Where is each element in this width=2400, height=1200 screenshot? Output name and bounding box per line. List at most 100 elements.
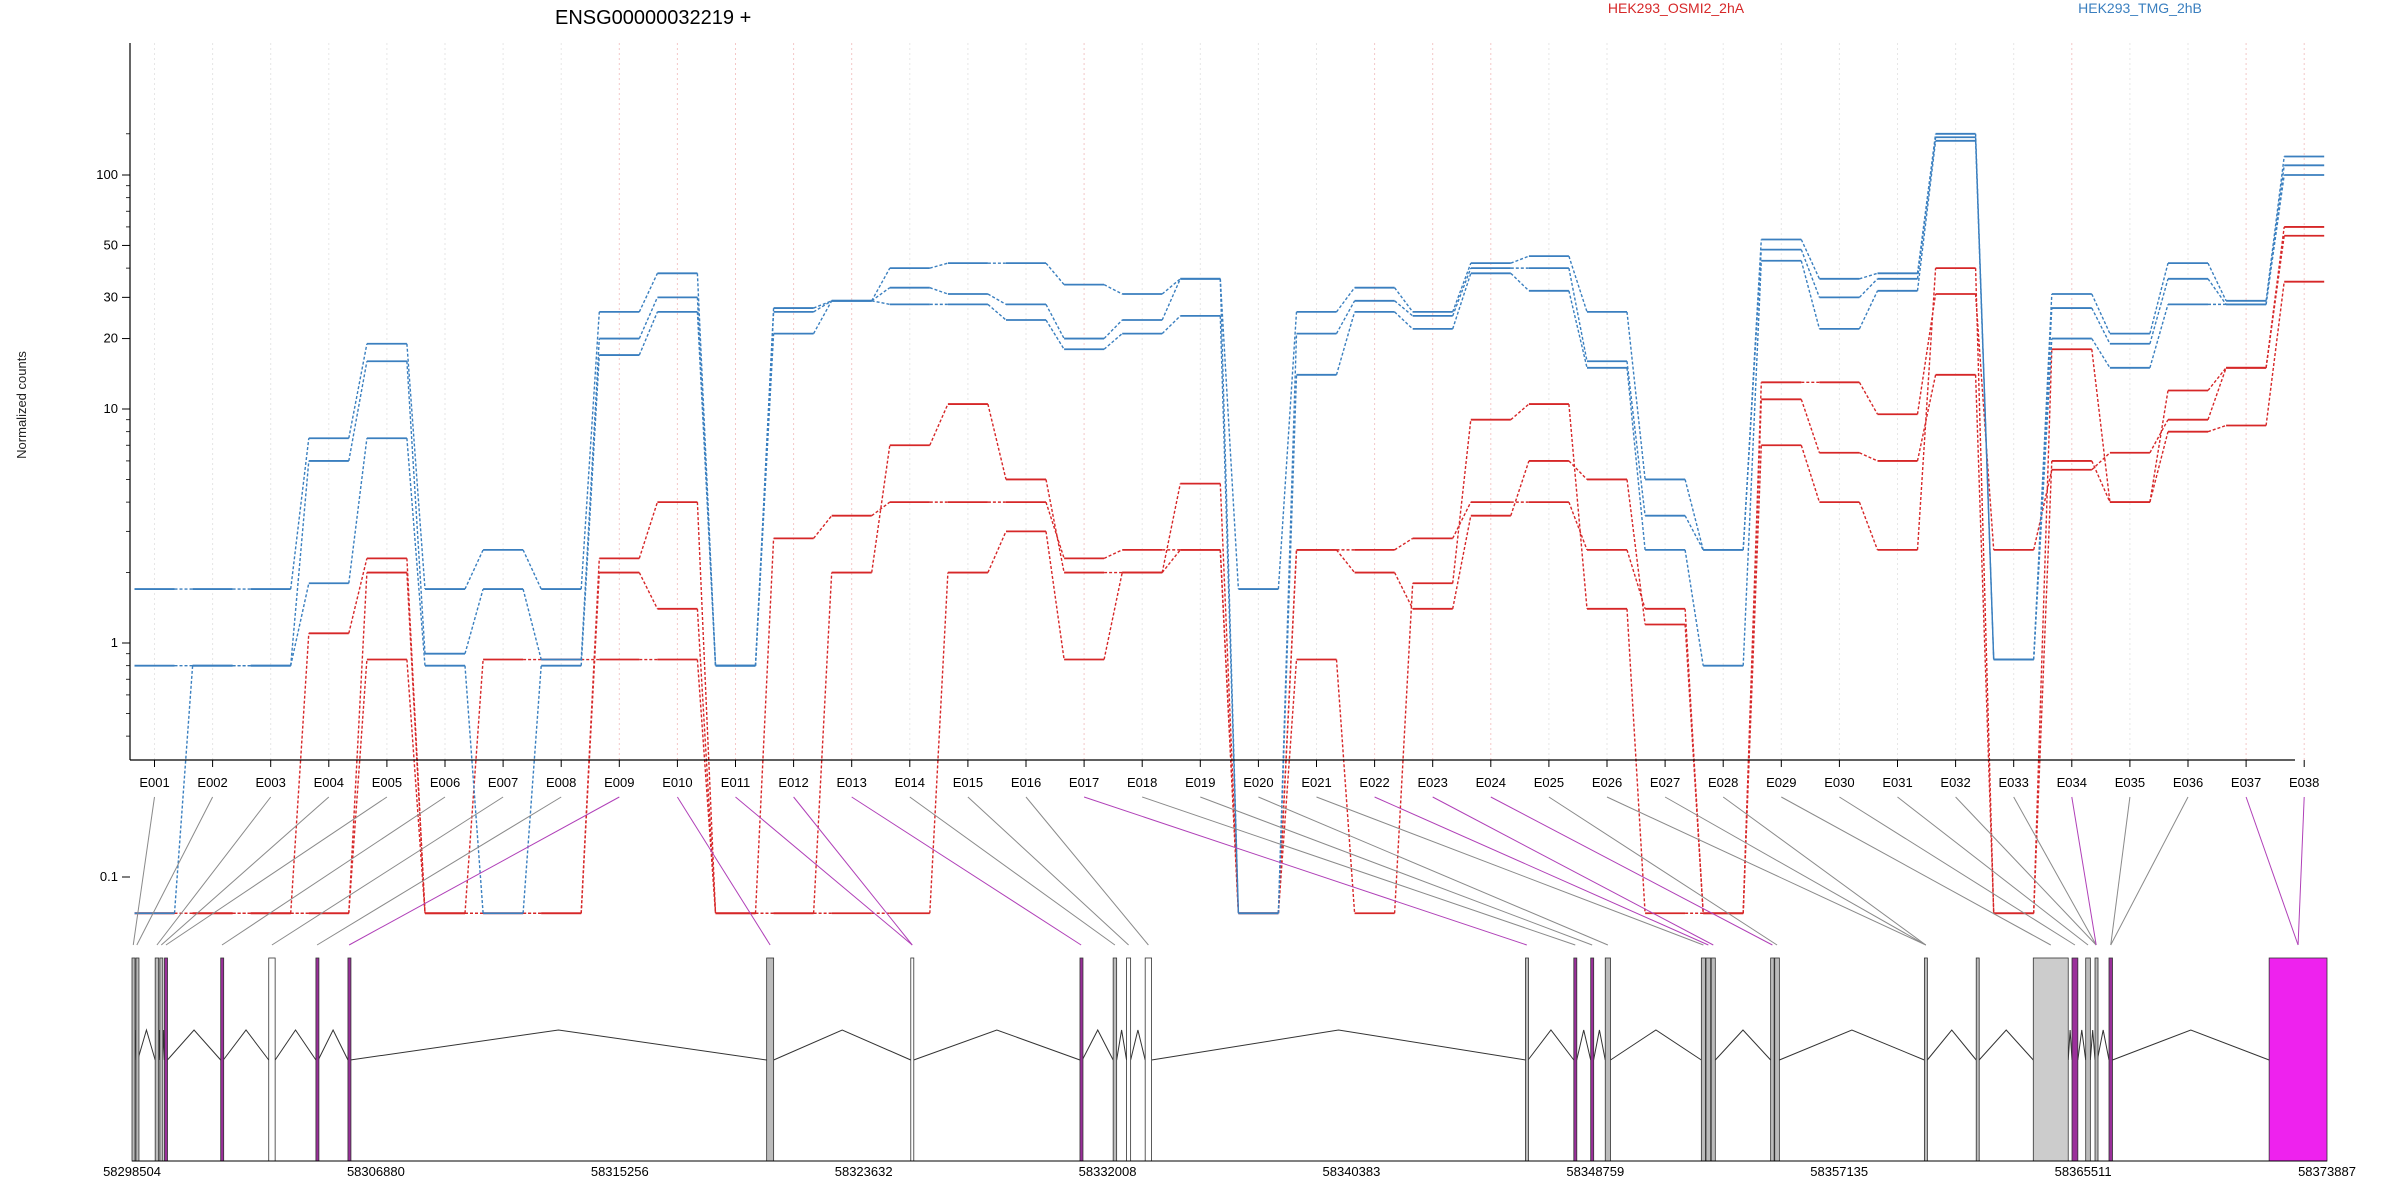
x-tick-label: E006 xyxy=(430,775,460,790)
x-tick-label: E005 xyxy=(372,775,402,790)
exon-block xyxy=(154,957,160,1162)
intron-line xyxy=(2096,1029,2110,1061)
exon-connector xyxy=(909,796,1116,946)
y-tick-label: 10 xyxy=(104,401,118,416)
exon-block xyxy=(1126,957,1132,1162)
series-connector xyxy=(174,268,2285,914)
exon-block xyxy=(268,957,276,1162)
intron-line xyxy=(773,1029,911,1061)
exon-connector xyxy=(221,796,446,946)
exon-block xyxy=(1770,957,1775,1162)
exon-connector xyxy=(1142,796,1576,946)
x-tick-label: E022 xyxy=(1359,775,1389,790)
intron-line xyxy=(2077,1029,2087,1061)
exon-block xyxy=(347,957,352,1162)
intron-line xyxy=(1527,1029,1575,1061)
exon-connector xyxy=(1432,796,1714,946)
exon-connector xyxy=(1722,796,1927,946)
coordinate-label: 58298504 xyxy=(103,1164,161,1179)
series-segment xyxy=(134,139,2325,915)
exon-block xyxy=(2032,957,2069,1162)
exon-block xyxy=(910,957,915,1162)
x-tick-label: E010 xyxy=(662,775,692,790)
series-connector xyxy=(174,137,2285,914)
exon-connector xyxy=(1083,796,1527,946)
x-tick-label: E035 xyxy=(2115,775,2145,790)
series-line xyxy=(134,267,2325,915)
exon-connector xyxy=(1548,796,1778,946)
intron-line xyxy=(1714,1029,1772,1061)
exon-connector xyxy=(2071,796,2097,946)
series-line xyxy=(134,226,2325,915)
coordinate-label: 58373887 xyxy=(2298,1164,2356,1179)
x-ticks: E001 E002 E003 E004 E005 E006 E007 E008 E009 E010… xyxy=(139,760,2319,790)
axis-layer xyxy=(129,43,2295,761)
exon-connector xyxy=(1374,796,1709,946)
exon-connector-lines xyxy=(132,796,2305,946)
intron-line xyxy=(1116,1029,1128,1061)
coordinate-label: 58315256 xyxy=(591,1164,649,1179)
exon-connector xyxy=(1897,796,2089,946)
exon-connector xyxy=(793,796,913,946)
intron-line xyxy=(167,1029,222,1061)
series-connector xyxy=(174,235,2285,914)
x-tick-label: E025 xyxy=(1534,775,1564,790)
exon-connector xyxy=(2110,796,2189,946)
exon-block xyxy=(1700,957,1706,1162)
x-tick-label: E038 xyxy=(2289,775,2319,790)
x-tick-label: E002 xyxy=(197,775,227,790)
x-tick-label: E001 xyxy=(139,775,169,790)
exon-block xyxy=(1525,957,1529,1162)
exon-connector xyxy=(1955,796,2097,946)
exon-connector xyxy=(1258,796,1609,946)
y-tick-label: 50 xyxy=(104,237,118,252)
intron-line xyxy=(1926,1029,1977,1061)
exon-connector xyxy=(1781,796,2051,946)
x-tick-label: E033 xyxy=(1999,775,2029,790)
x-tick-label: E023 xyxy=(1418,775,1448,790)
exon-connector xyxy=(2013,796,2097,946)
exon-block xyxy=(220,957,225,1162)
coordinate-label: 58365511 xyxy=(2055,1164,2112,1179)
x-tick-label: E015 xyxy=(953,775,983,790)
x-tick-label: E031 xyxy=(1882,775,1912,790)
exon-block xyxy=(2268,957,2328,1162)
intron-line xyxy=(317,1028,349,1061)
exon-block xyxy=(1079,957,1084,1162)
x-tick-label: E028 xyxy=(1708,775,1738,790)
exon-block xyxy=(2108,957,2113,1162)
legend-group-2: HEK293_TMG_2hB xyxy=(2078,0,2202,16)
intron-line xyxy=(137,1028,156,1061)
x-tick-label: E034 xyxy=(2057,775,2087,790)
intron-line xyxy=(1151,1029,1526,1061)
intron-line xyxy=(1610,1029,1702,1061)
exon-connector xyxy=(2297,796,2305,946)
exon-block xyxy=(766,957,775,1162)
x-tick-label: E004 xyxy=(314,775,344,790)
x-tick-label: E007 xyxy=(488,775,518,790)
series-line xyxy=(134,136,2325,915)
chart-title: ENSG00000032219 + xyxy=(555,7,751,29)
exon-block xyxy=(159,957,164,1162)
coordinate-label: 58348759 xyxy=(1566,1164,1624,1179)
exon-block xyxy=(1604,957,1611,1162)
intron-line xyxy=(1978,1029,2034,1061)
exon-connector xyxy=(316,796,562,946)
y-tick-label: 1 xyxy=(111,635,118,650)
exon-block xyxy=(2094,957,2099,1162)
exon-block xyxy=(135,957,140,1162)
exon-connector xyxy=(967,796,1129,946)
exon-block xyxy=(2071,957,2079,1162)
y-tick-label: 0.1 xyxy=(100,869,118,884)
genomic-coordinates: 58298504 58306880 58315256 58323632 58332008… xyxy=(103,1164,2356,1179)
x-tick-label: E026 xyxy=(1592,775,1622,790)
exon-block xyxy=(1923,957,1928,1162)
series-segment xyxy=(134,136,2325,915)
exon-block xyxy=(1144,957,1152,1162)
x-tick-label: E029 xyxy=(1766,775,1796,790)
exon-gridlines xyxy=(154,43,2305,760)
x-tick-label: E036 xyxy=(2173,775,2203,790)
exon-block xyxy=(131,957,136,1162)
x-tick-label: E008 xyxy=(546,775,576,790)
x-tick-label: E019 xyxy=(1185,775,1215,790)
